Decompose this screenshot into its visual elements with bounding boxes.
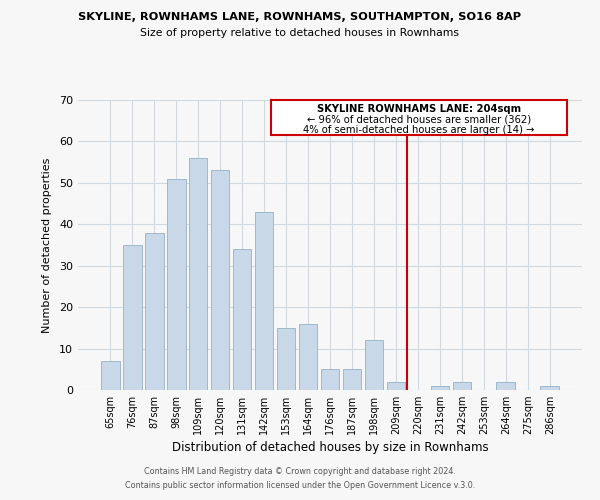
Bar [431, 386, 449, 390]
Text: ← 96% of detached houses are smaller (362): ← 96% of detached houses are smaller (36… [307, 114, 531, 124]
Bar [145, 232, 164, 390]
Text: SKYLINE, ROWNHAMS LANE, ROWNHAMS, SOUTHAMPTON, SO16 8AP: SKYLINE, ROWNHAMS LANE, ROWNHAMS, SOUTHA… [79, 12, 521, 22]
X-axis label: Distribution of detached houses by size in Rownhams: Distribution of detached houses by size … [172, 442, 488, 454]
Bar [496, 382, 515, 390]
Bar [452, 382, 471, 390]
Bar [167, 178, 185, 390]
Bar [211, 170, 229, 390]
Text: Contains public sector information licensed under the Open Government Licence v.: Contains public sector information licen… [125, 481, 475, 490]
Bar [343, 370, 361, 390]
Text: 4% of semi-detached houses are larger (14) →: 4% of semi-detached houses are larger (1… [304, 125, 535, 135]
Bar [541, 386, 559, 390]
Text: SKYLINE ROWNHAMS LANE: 204sqm: SKYLINE ROWNHAMS LANE: 204sqm [317, 104, 521, 114]
Bar [189, 158, 208, 390]
Text: Size of property relative to detached houses in Rownhams: Size of property relative to detached ho… [140, 28, 460, 38]
Y-axis label: Number of detached properties: Number of detached properties [42, 158, 52, 332]
Bar [101, 361, 119, 390]
Bar [365, 340, 383, 390]
Bar [233, 249, 251, 390]
Bar [255, 212, 274, 390]
Bar [299, 324, 317, 390]
Bar [386, 382, 405, 390]
FancyBboxPatch shape [271, 100, 568, 135]
Text: Contains HM Land Registry data © Crown copyright and database right 2024.: Contains HM Land Registry data © Crown c… [144, 467, 456, 476]
Bar [123, 245, 142, 390]
Bar [277, 328, 295, 390]
Bar [320, 370, 340, 390]
